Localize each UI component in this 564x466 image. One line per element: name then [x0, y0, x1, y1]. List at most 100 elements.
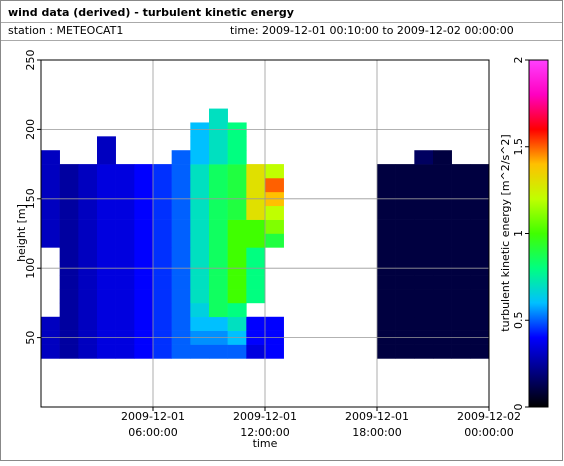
heat-cell: [59, 316, 79, 331]
heat-cell: [190, 302, 210, 318]
heat-cell: [153, 219, 172, 234]
heat-cell: [78, 316, 98, 331]
heat-cell: [395, 275, 415, 290]
colorbar-label: turbulent kinetic energy [m^2/s^2]: [499, 134, 512, 331]
heat-cell: [41, 233, 60, 248]
heat-cell: [209, 150, 228, 165]
y-tick-label: 100: [24, 258, 37, 279]
heat-cell: [377, 164, 396, 179]
heat-cell: [190, 205, 210, 220]
heat-cell: [414, 205, 434, 220]
heat-cell: [153, 302, 172, 318]
heat-cell: [153, 233, 172, 248]
heat-cell: [97, 150, 116, 165]
heat-cell: [433, 275, 452, 290]
heat-cell: [97, 219, 116, 234]
heat-cell: [209, 275, 228, 290]
heat-cell: [59, 177, 79, 193]
heat-cell: [209, 316, 228, 331]
x-tick-label: 2009-12-01 18:00:00: [345, 410, 409, 439]
y-tick-label: 150: [24, 188, 37, 209]
heat-cell: [59, 247, 79, 262]
heat-cell: [227, 302, 247, 318]
heat-cell: [59, 289, 79, 304]
heat-cell: [246, 205, 266, 220]
heat-cell: [134, 275, 154, 290]
heat-cell: [190, 289, 210, 304]
heat-cell: [227, 289, 247, 304]
heat-cell: [414, 316, 434, 331]
heat-cell: [451, 289, 471, 304]
heat-cell: [377, 316, 396, 331]
heat-cell: [451, 247, 471, 262]
heat-cell: [190, 164, 210, 179]
heat-cell: [153, 205, 172, 220]
heat-cell: [395, 289, 415, 304]
heat-cell: [134, 164, 154, 179]
heat-cell: [377, 289, 396, 304]
heat-cell: [433, 289, 452, 304]
heat-cell: [377, 275, 396, 290]
heat-cell: [115, 302, 135, 318]
heat-cell: [115, 219, 135, 234]
x-tick-label: 2009-12-01 12:00:00: [233, 410, 297, 439]
heat-cell: [227, 247, 247, 262]
heat-cell: [433, 233, 452, 248]
heat-cell: [209, 164, 228, 179]
heat-cell: [246, 344, 266, 359]
heat-cell: [153, 316, 172, 331]
heat-cell: [171, 247, 191, 262]
colorbar-tick-label: 2: [512, 57, 525, 64]
heat-cell: [41, 164, 60, 179]
heat-cell: [227, 164, 247, 179]
heat-cell: [41, 316, 60, 331]
heat-cell: [227, 233, 247, 248]
heat-cell: [153, 177, 172, 193]
heat-cell: [414, 219, 434, 234]
heat-cell: [41, 150, 60, 165]
heat-cell: [190, 219, 210, 234]
heat-cell: [227, 150, 247, 165]
colorbar-tick-label: 1.5: [512, 138, 525, 156]
heat-cell: [115, 344, 135, 359]
heat-cell: [265, 316, 284, 331]
heat-cell: [246, 219, 266, 234]
heat-cell: [134, 177, 154, 193]
heat-cell: [134, 316, 154, 331]
heat-cell: [171, 275, 191, 290]
heat-cell: [414, 164, 434, 179]
heat-cell: [209, 247, 228, 262]
heat-cell: [41, 177, 60, 193]
heat-cell: [377, 247, 396, 262]
heat-cell: [433, 164, 452, 179]
y-tick-label: 50: [24, 331, 37, 345]
colorbar-tick-label: 0.5: [512, 312, 525, 330]
heat-cell: [414, 302, 434, 318]
heat-cell: [171, 233, 191, 248]
heat-cell: [414, 344, 434, 359]
heat-cell: [227, 275, 247, 290]
heat-cell: [451, 275, 471, 290]
heat-cell: [78, 205, 98, 220]
heat-cell: [190, 136, 210, 151]
heat-cell: [209, 219, 228, 234]
heat-cell: [97, 247, 116, 262]
heat-cell: [395, 164, 415, 179]
heat-cell: [134, 302, 154, 318]
heat-cell: [171, 164, 191, 179]
heat-cell: [171, 205, 191, 220]
heat-cell: [227, 344, 247, 359]
heat-cell: [171, 219, 191, 234]
heat-cell: [134, 233, 154, 248]
heat-cell: [190, 275, 210, 290]
y-tick-label: 250: [24, 50, 37, 71]
x-tick-label: 2009-12-01 06:00:00: [121, 410, 185, 439]
heat-cell: [395, 233, 415, 248]
heat-cell: [470, 247, 490, 262]
heat-cell: [265, 219, 284, 234]
heat-cell: [246, 316, 266, 331]
heat-cell: [470, 219, 490, 234]
heat-cell: [97, 344, 116, 359]
heat-cell: [97, 302, 116, 318]
